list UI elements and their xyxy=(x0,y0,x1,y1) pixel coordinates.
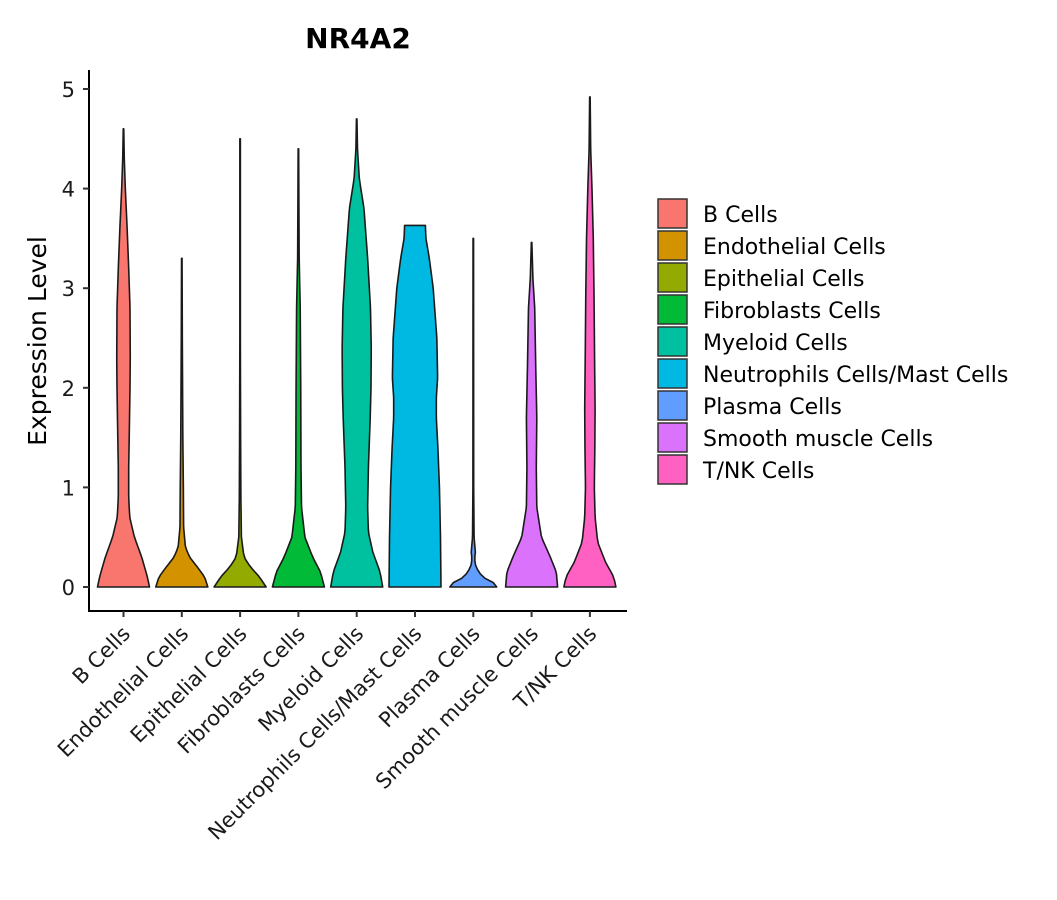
legend-swatch xyxy=(657,198,688,229)
violin-9 xyxy=(563,96,617,588)
violin-4 xyxy=(271,147,326,588)
violin-7 xyxy=(449,237,498,588)
y-tick-label: 0 xyxy=(62,576,75,600)
legend-label: T/NK Cells xyxy=(702,459,814,484)
legend-swatch xyxy=(657,326,688,357)
legend-swatch xyxy=(657,230,688,261)
y-tick-label: 1 xyxy=(62,476,75,500)
legend-label: Fibroblasts Cells xyxy=(703,299,881,324)
legend-label: Neutrophils Cells/Mast Cells xyxy=(703,363,1008,388)
legend: B Cells Endothelial Cells Epithelial Cells… xyxy=(657,198,1008,485)
legend-label: Myeloid Cells xyxy=(703,331,848,356)
legend-swatch xyxy=(657,390,688,421)
legend-label: Endothelial Cells xyxy=(703,235,886,260)
legend-label: Plasma Cells xyxy=(703,395,842,420)
legend-swatch xyxy=(657,262,688,293)
legend-label: B Cells xyxy=(703,203,778,228)
x-tick-label: Plasma Cells xyxy=(374,622,485,733)
legend-swatch xyxy=(657,454,688,485)
y-tick-label: 3 xyxy=(62,277,75,301)
x-tick-label: Neutrophils Cells/Mast Cells xyxy=(203,622,426,845)
legend-swatch xyxy=(657,422,688,453)
legend-swatch xyxy=(657,358,688,389)
violin-2 xyxy=(155,257,209,588)
violins-group xyxy=(96,96,617,588)
y-axis-title: Expression Level xyxy=(23,236,52,446)
violin-1 xyxy=(96,128,151,588)
y-tick-label: 4 xyxy=(62,178,75,202)
violin-3 xyxy=(213,138,267,588)
y-tick-label: 5 xyxy=(62,78,75,102)
violin-6 xyxy=(388,224,442,588)
y-tick-labels: 0 1 2 3 4 5 xyxy=(62,78,89,600)
chart-title: NR4A2 xyxy=(305,22,411,55)
violin-8 xyxy=(504,241,559,588)
y-tick-label: 2 xyxy=(62,377,75,401)
legend-swatch xyxy=(657,294,688,325)
legend-label: Smooth muscle Cells xyxy=(703,427,933,452)
violin-5 xyxy=(329,118,384,588)
legend-label: Epithelial Cells xyxy=(703,267,864,292)
